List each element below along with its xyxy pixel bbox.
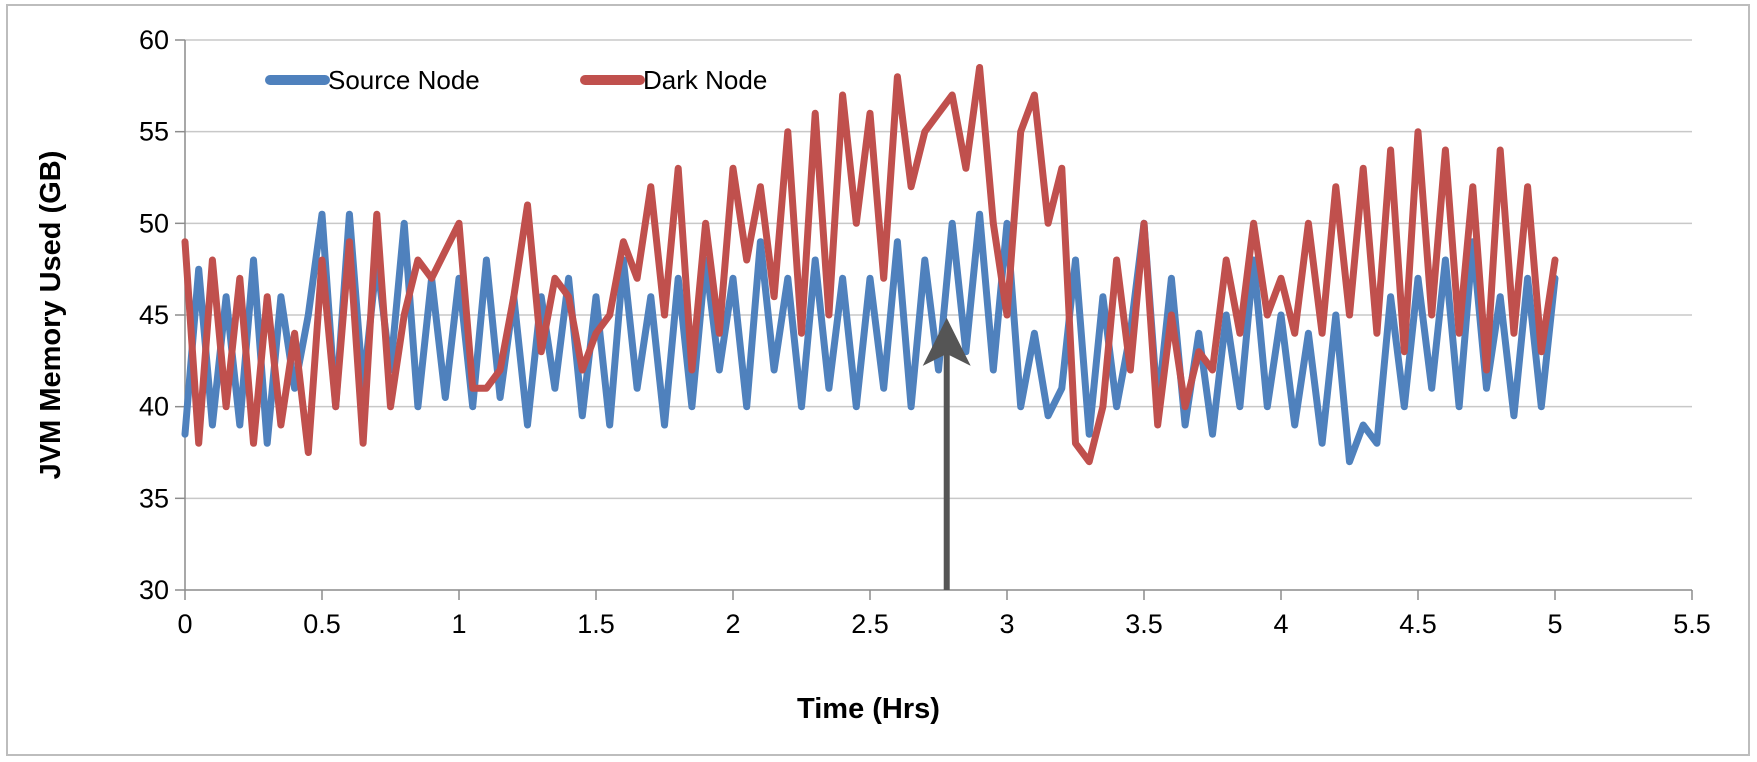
x-axis-title: Time (Hrs) — [797, 693, 940, 725]
y-tick-label: 30 — [139, 575, 169, 605]
x-tick-label: 1.5 — [577, 609, 615, 639]
legend: Source Node Dark Node — [265, 65, 767, 95]
x-tick-label: 2 — [725, 609, 740, 639]
x-tick-label: 5.5 — [1673, 609, 1711, 639]
series-line-source-node — [181, 210, 1559, 466]
x-tick-label: 4 — [1273, 609, 1288, 639]
x-tick-label: 2.5 — [851, 609, 889, 639]
y-tick-label: 55 — [139, 117, 169, 147]
y-tick-label: 35 — [139, 483, 169, 513]
x-tick-label: 1 — [451, 609, 466, 639]
y-tick-label: 60 — [139, 25, 169, 55]
legend-label-dark-node: Dark Node — [643, 65, 767, 95]
x-tick-label: 5 — [1547, 609, 1562, 639]
legend-label-source-node: Source Node — [328, 65, 480, 95]
axes: 30 35 40 45 50 55 60 0 0.5 1 1.5 2 2.5 3 3.5 4 4.5 5 5.5 — [139, 25, 1711, 639]
x-tick-label: 0 — [177, 609, 192, 639]
y-tick-label: 45 — [139, 300, 169, 330]
series-lines — [181, 64, 1559, 466]
x-tick-label: 4.5 — [1399, 609, 1437, 639]
x-tick-label: 3 — [999, 609, 1014, 639]
series-line-dark-node — [181, 64, 1559, 466]
x-tick-label: 3.5 — [1125, 609, 1163, 639]
x-tick-label: 0.5 — [303, 609, 341, 639]
y-axis-title: JVM Memory Used (GB) — [35, 151, 67, 480]
y-tick-label: 50 — [139, 208, 169, 238]
y-tick-label: 40 — [139, 392, 169, 422]
